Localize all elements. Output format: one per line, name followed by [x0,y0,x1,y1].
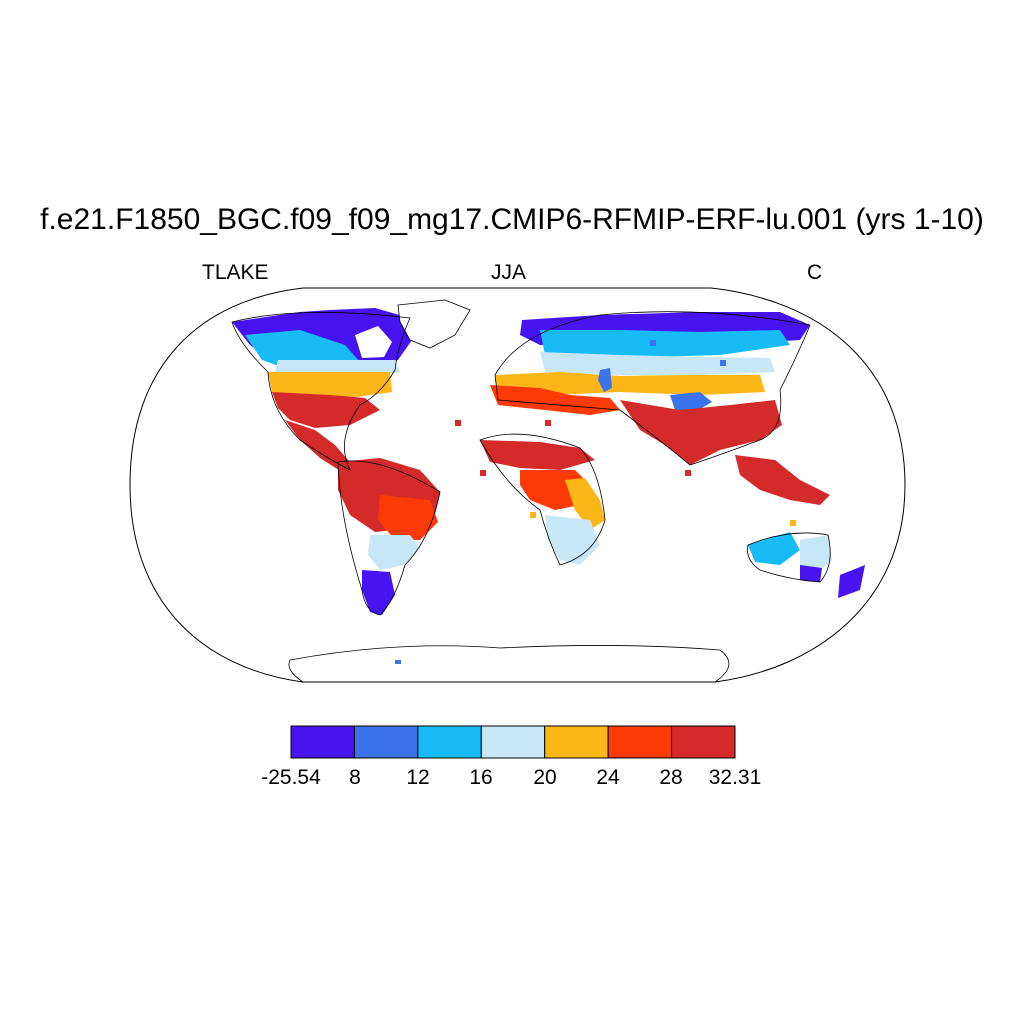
europe-south-asia-band [495,372,765,395]
map-boundary [129,287,906,683]
hudson-bay [355,326,392,358]
south-america-southeast [368,535,420,570]
australia-west [748,532,800,565]
east-africa-lakes [565,478,605,530]
us-south-region [272,392,380,428]
colorbar-swatch [671,725,736,759]
australia-east [800,535,832,575]
colorbar-tick-label: 28 [659,766,683,789]
brazil-east-region [378,495,438,540]
colorbar-swatch [417,725,482,759]
greenland [397,299,471,349]
colorbar-swatch [353,725,419,759]
colorbar-swatch [607,725,673,759]
colorbar-tick-label: 8 [349,766,361,789]
colorbar-tick-label: 12 [406,766,430,789]
us-north-region [268,372,392,398]
colorbar-swatch [290,725,355,759]
new-zealand [838,565,865,598]
tibet-region [670,392,712,412]
central-eurasia [540,352,775,375]
colorbar-tick-label: 32.31 [708,766,762,789]
map-title: f.e21.F1850_BGC.f09_f09_mg17.CMIP6-RFMIP… [40,203,984,236]
variable-label: TLAKE [202,261,269,284]
land-temperature-cells [232,299,865,664]
southeast-asia [735,455,830,505]
colorbar-tick-label: 16 [469,766,493,789]
colorbar-tick-label: 24 [596,766,620,789]
colorbar-tick-label: -25.54 [261,766,321,789]
colorbar-swatch [480,725,546,759]
southern-africa [545,515,600,565]
colorbar [290,725,736,759]
siberia-region [540,330,790,358]
colorbar-tick-label: 20 [533,766,557,789]
units-label: C [807,261,823,284]
china-south-asia [620,400,782,465]
season-label: JJA [491,261,527,284]
patagonia [362,570,395,615]
mexico-central-america [285,420,355,474]
colorbar-swatch [544,725,609,759]
caspian-sea [598,368,612,392]
australia-southeast [800,565,822,582]
sahel-region [480,440,595,470]
